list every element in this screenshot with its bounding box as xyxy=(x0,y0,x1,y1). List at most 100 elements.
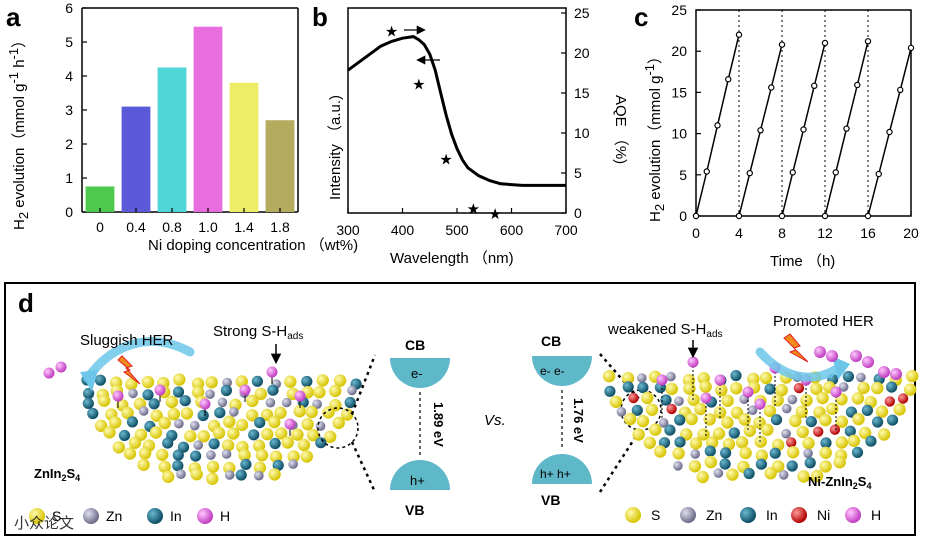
zn-atom xyxy=(747,405,758,416)
panel-b-label: b xyxy=(312,2,328,32)
y2-tick-label: 10 xyxy=(574,125,590,141)
ni-atom xyxy=(897,393,909,404)
znin2s4-particle xyxy=(81,366,362,485)
h-atom xyxy=(112,390,124,402)
in-atom xyxy=(220,384,232,397)
h-atom xyxy=(656,374,668,386)
in-atom xyxy=(172,386,185,398)
left-band-diagram: CB e- h+ 1.89 eV VB xyxy=(390,337,450,518)
in-atom xyxy=(208,438,220,450)
s-atom xyxy=(726,468,739,481)
s-atom xyxy=(852,412,865,426)
h-atom xyxy=(890,368,902,380)
s-atom xyxy=(297,438,311,452)
s-atom-swatch xyxy=(29,508,45,524)
in-atom xyxy=(118,429,131,442)
in-atom xyxy=(842,370,855,383)
in-atom xyxy=(94,374,106,386)
y-axis-title: H2 evolution（mmol g-1） xyxy=(642,49,667,222)
in-atom xyxy=(148,398,160,410)
y-tick-label: 15 xyxy=(671,84,687,100)
s-atom xyxy=(167,407,180,421)
s-atom xyxy=(819,446,832,459)
s-atom xyxy=(275,427,288,440)
in-atom xyxy=(719,458,731,470)
s-atom xyxy=(795,405,808,418)
valence-band xyxy=(532,454,592,484)
x-tick-label: 0.4 xyxy=(126,219,146,235)
vb-label: VB xyxy=(405,502,424,518)
y-tick-label: 4 xyxy=(65,68,73,84)
right-legend: S Zn In Ni H xyxy=(625,507,881,523)
s-atom xyxy=(322,406,335,419)
x-axis-title: Time （h) xyxy=(770,253,835,270)
s-atom xyxy=(238,448,251,462)
s-atom xyxy=(324,430,337,443)
zn-atom xyxy=(781,428,791,439)
in-atom xyxy=(861,404,874,416)
ni-atom xyxy=(786,437,797,448)
left-legend: S Zn In H xyxy=(29,508,230,524)
zn-atom xyxy=(224,470,235,480)
data-point xyxy=(778,41,786,48)
zn-atom xyxy=(128,388,138,399)
y2-axis-title: AQE （%) xyxy=(612,95,629,164)
x-tick-label: 4 xyxy=(735,225,743,241)
s-atom xyxy=(291,428,304,441)
s-atom xyxy=(786,446,800,459)
legend-label: S xyxy=(52,508,61,524)
s-atom xyxy=(165,395,178,409)
legend-label: H xyxy=(871,507,881,523)
conduction-band xyxy=(532,356,592,386)
zn-atom xyxy=(658,418,669,428)
s-atom xyxy=(816,391,829,405)
h-atom xyxy=(826,350,838,362)
s-atom xyxy=(759,371,773,385)
data-point xyxy=(800,126,807,133)
s-atom xyxy=(703,413,716,426)
s-atom xyxy=(687,393,700,406)
s-atom xyxy=(221,439,235,452)
zn-atom xyxy=(803,448,813,459)
in-atom xyxy=(720,447,732,459)
data-point xyxy=(768,84,775,91)
s-atom xyxy=(621,372,635,385)
s-atom xyxy=(227,427,240,440)
zn-atom xyxy=(838,382,849,392)
s-atom xyxy=(268,415,281,429)
in-atom xyxy=(272,459,284,471)
s-atom xyxy=(771,394,784,407)
bar xyxy=(265,120,295,212)
s-atom xyxy=(893,403,906,416)
in-atom xyxy=(865,435,877,447)
zoom-line xyxy=(598,429,642,493)
data-point xyxy=(757,127,764,134)
s-atom xyxy=(699,380,712,393)
s-atom xyxy=(755,449,768,462)
valence-band xyxy=(390,460,450,490)
panel-d-frame xyxy=(4,282,916,536)
in-atom xyxy=(704,445,716,457)
plot-frame xyxy=(695,9,912,217)
s-atom xyxy=(722,438,736,451)
zn-atom xyxy=(138,406,149,416)
s-atom xyxy=(121,406,134,420)
s-atom xyxy=(332,416,345,430)
s-atom xyxy=(301,418,314,431)
h-atom xyxy=(878,366,890,378)
legend-label: In xyxy=(766,507,778,523)
in-atom xyxy=(269,437,281,450)
s-atom xyxy=(694,402,707,416)
zn-atom xyxy=(265,397,276,408)
s-atom xyxy=(313,386,326,399)
s-atom xyxy=(857,381,870,395)
y-tick-label: 10 xyxy=(671,126,687,142)
zn-atom xyxy=(616,407,627,417)
s-atom xyxy=(735,436,749,449)
s-atom xyxy=(739,446,752,460)
s-atom xyxy=(274,406,287,419)
in-atom xyxy=(674,436,686,448)
in-atom xyxy=(637,381,649,394)
in-atom xyxy=(172,449,184,461)
data-point xyxy=(875,170,882,178)
